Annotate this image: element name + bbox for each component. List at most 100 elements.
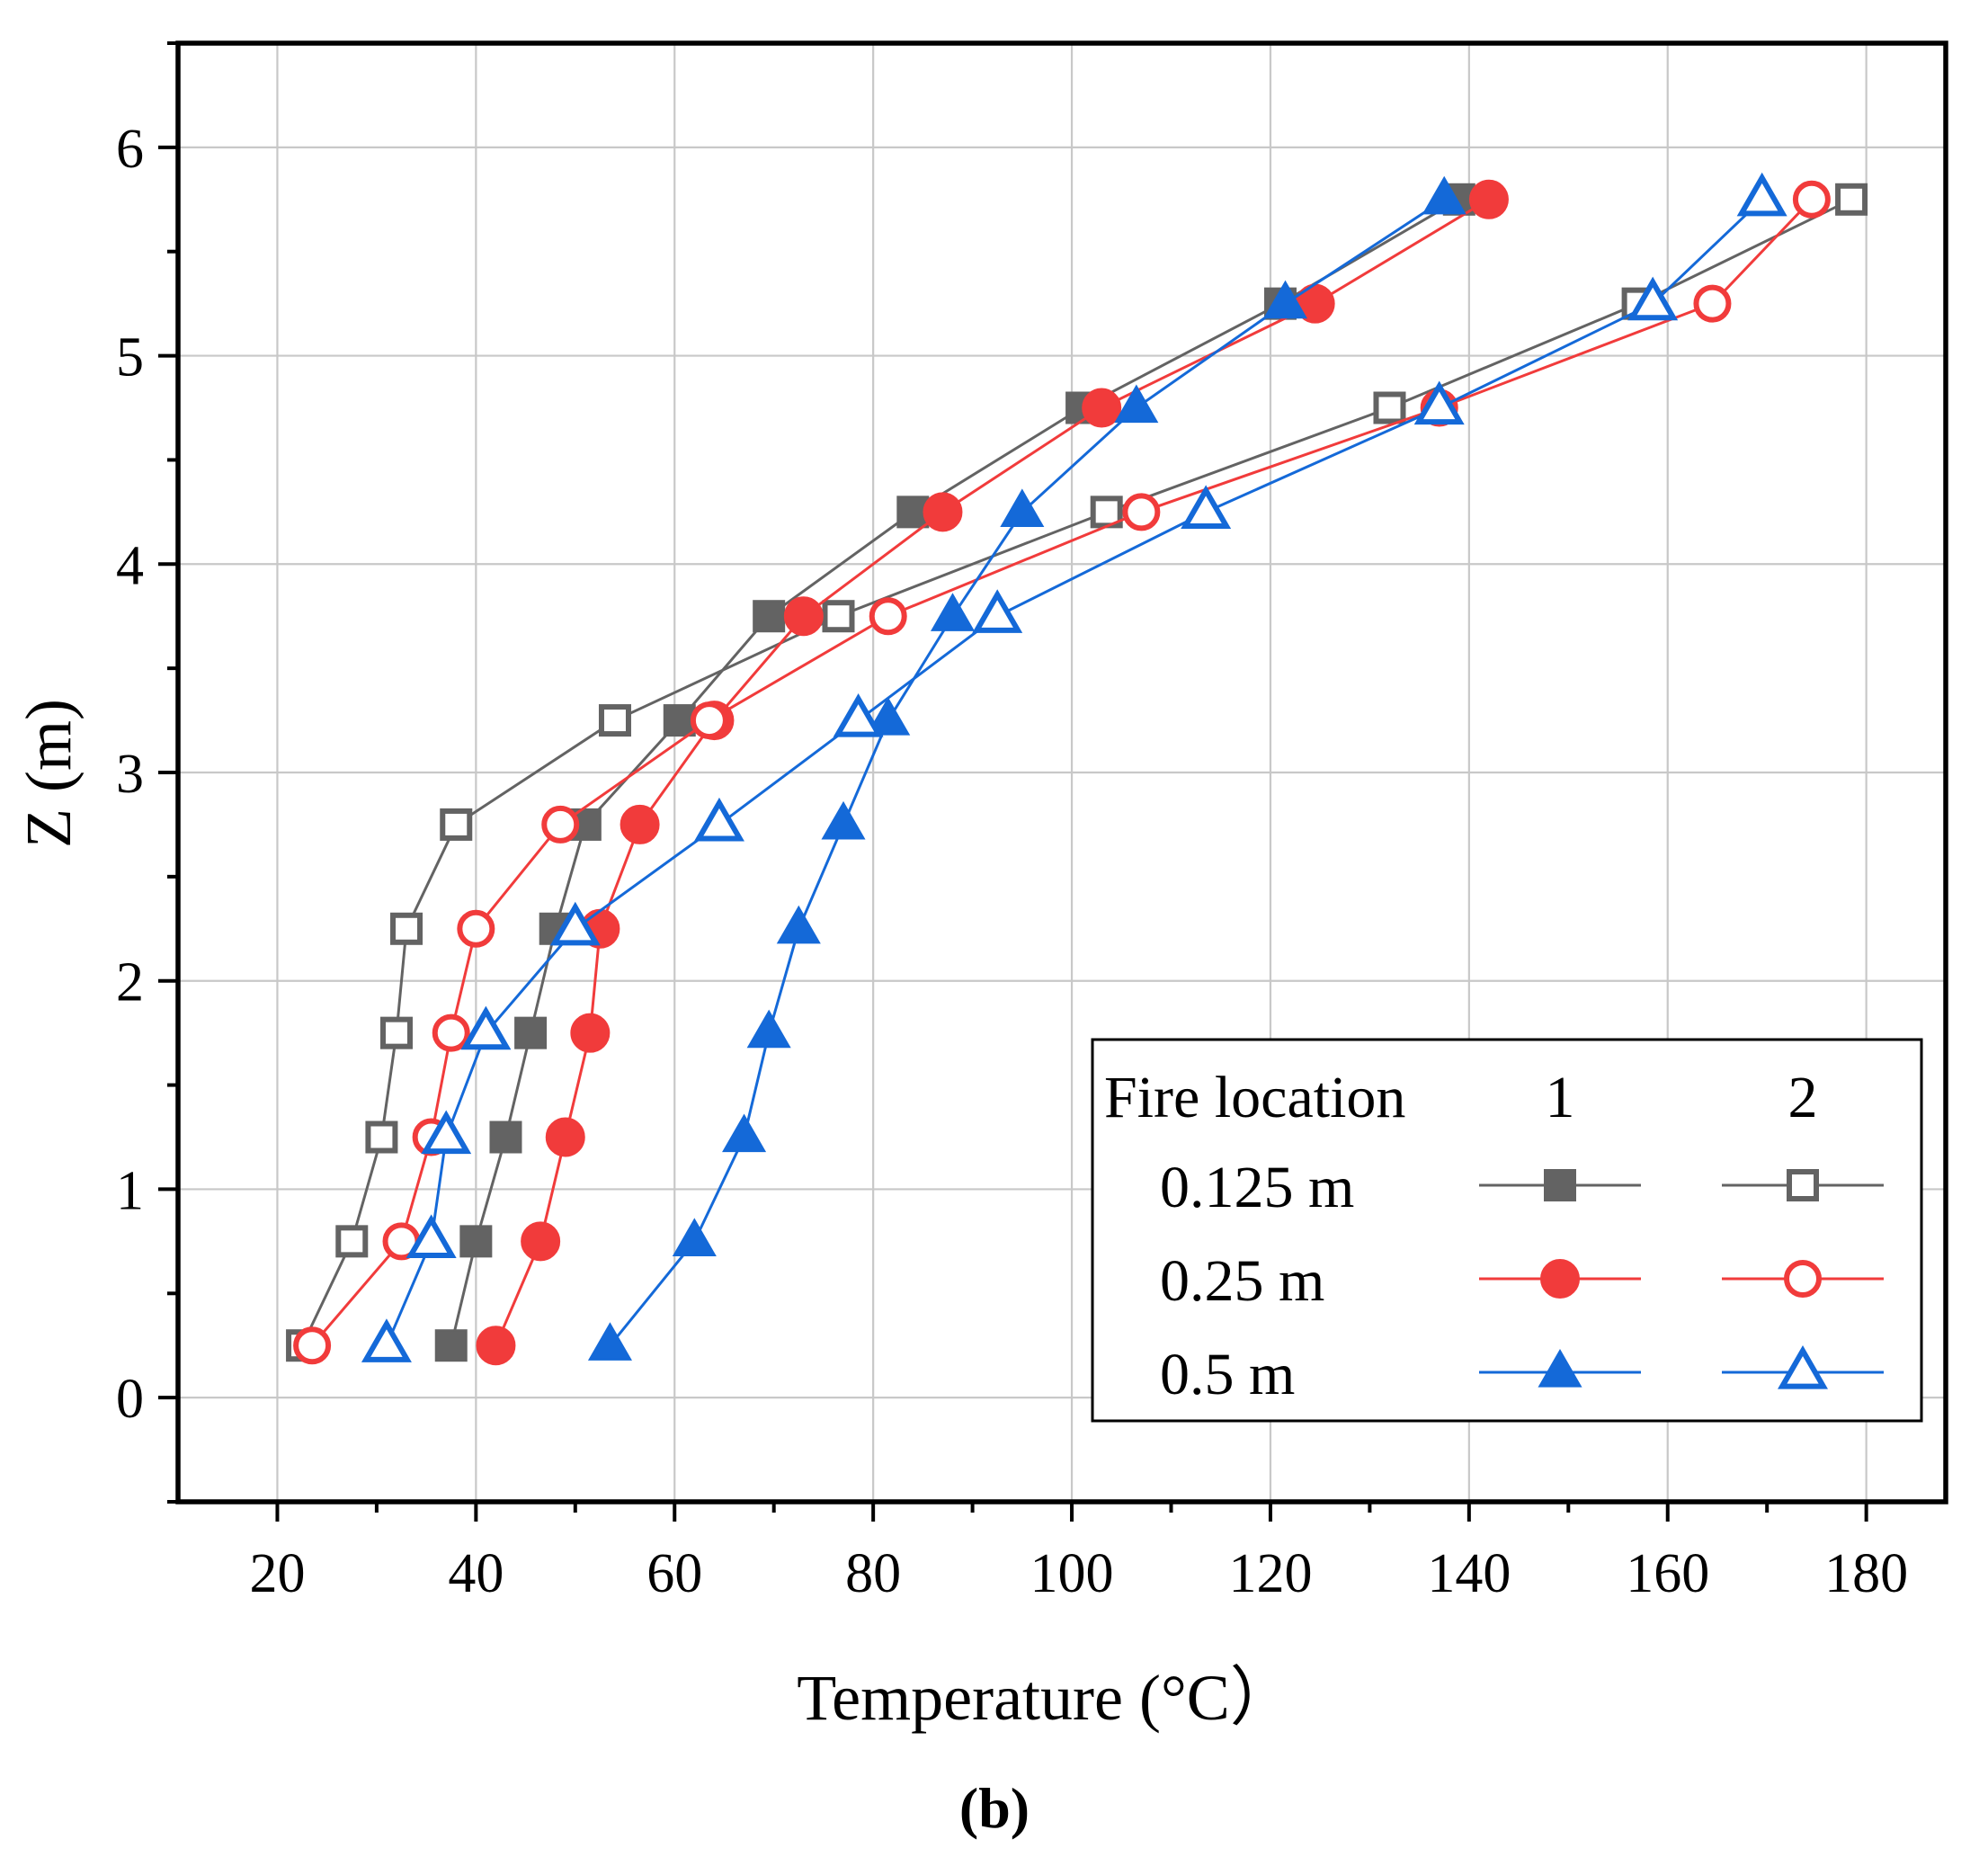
- series-line: [609, 198, 1446, 1347]
- circle-marker: [293, 1326, 332, 1365]
- triangle-marker: [361, 1318, 412, 1362]
- panel-label: (b): [959, 1776, 1030, 1840]
- legend-row-label: 0.25 m: [1160, 1248, 1324, 1314]
- triangle-marker: [406, 1214, 457, 1258]
- legend-circle-marker: [1784, 1260, 1822, 1298]
- circle-marker: [1122, 493, 1161, 531]
- circle-marker: [1792, 180, 1831, 219]
- square-marker: [379, 1016, 413, 1049]
- triangle-marker: [1181, 485, 1232, 529]
- circle-marker: [457, 909, 495, 948]
- legend-box: [1091, 1038, 1923, 1423]
- triangle-marker: [1262, 280, 1308, 319]
- x-tick-label: 160: [1626, 1543, 1709, 1604]
- circle-marker: [1468, 179, 1509, 219]
- y-tick-label: 2: [116, 952, 144, 1013]
- legend-row-label: 0.5 m: [1160, 1342, 1295, 1407]
- series-line: [385, 198, 1763, 1346]
- triangle-marker: [776, 905, 821, 944]
- circle-marker: [783, 596, 824, 637]
- circle-marker: [1082, 388, 1122, 428]
- triangle-marker: [1736, 172, 1787, 217]
- square-marker: [335, 1225, 369, 1258]
- triangle-marker: [460, 1005, 512, 1050]
- x-axis-title: Temperature (°C）: [797, 1662, 1295, 1734]
- triangle-marker: [1627, 276, 1679, 321]
- y-axis-title: Z (m): [13, 699, 85, 848]
- legend-triangle-marker: [1538, 1348, 1582, 1388]
- circle-marker: [620, 804, 660, 844]
- triangle-marker: [930, 593, 976, 631]
- y-tick-label: 1: [116, 1160, 144, 1221]
- circle-marker: [521, 1221, 561, 1262]
- triangle-marker: [972, 589, 1023, 633]
- triangle-marker: [746, 1009, 791, 1049]
- circle-marker: [476, 1326, 516, 1366]
- circle-marker: [690, 701, 728, 740]
- square-marker: [753, 600, 786, 633]
- circle-marker: [1693, 284, 1732, 323]
- x-tick-label: 140: [1427, 1543, 1511, 1604]
- series-line: [300, 198, 1852, 1346]
- legend-circle-marker: [1540, 1259, 1580, 1299]
- square-marker: [1373, 391, 1406, 424]
- legend-col-1-label: 1: [1546, 1065, 1575, 1130]
- y-tick-label: 3: [116, 744, 144, 805]
- triangle-marker: [821, 800, 866, 840]
- square-marker: [365, 1120, 398, 1154]
- legend-square-marker: [1787, 1169, 1819, 1201]
- grid-layer: [178, 43, 1946, 1502]
- triangle-marker: [1114, 384, 1159, 424]
- square-marker: [459, 1225, 493, 1258]
- legend-header: Fire location: [1104, 1065, 1405, 1130]
- x-tick-label: 80: [845, 1543, 901, 1604]
- x-tick-label: 40: [448, 1543, 504, 1604]
- x-tick-label: 100: [1030, 1543, 1114, 1604]
- circle-marker: [432, 1013, 470, 1052]
- tick-layer: 20 40 60 80 100 120 140 160 180 0 1 2 3 4 5 6: [116, 41, 1908, 1604]
- series-group: [587, 175, 1466, 1361]
- legend: Fire location 1 2 0.125 m 0.25 m 0.5 m: [1091, 1038, 1923, 1423]
- legend-samples: [1479, 1169, 1884, 1389]
- circle-marker: [923, 492, 963, 532]
- triangle-marker: [693, 797, 744, 842]
- series-layer: [286, 172, 1868, 1366]
- x-tick-label: 120: [1228, 1543, 1312, 1604]
- triangle-marker: [1000, 488, 1045, 527]
- circle-marker: [541, 805, 580, 844]
- circle-marker: [570, 1013, 611, 1053]
- square-marker: [440, 808, 473, 841]
- x-tick-label: 180: [1824, 1543, 1908, 1604]
- legend-triangle-marker: [1778, 1344, 1828, 1389]
- legend-col-2-label: 2: [1788, 1065, 1818, 1130]
- square-marker: [822, 600, 855, 633]
- series-line: [450, 198, 1460, 1346]
- y-tick-label: 6: [116, 119, 144, 180]
- series-group: [286, 183, 1868, 1362]
- triangle-marker: [866, 697, 911, 736]
- triangle-marker: [833, 693, 884, 737]
- triangle-marker: [1413, 380, 1465, 425]
- series-group: [361, 172, 1787, 1362]
- triangle-marker: [722, 1113, 767, 1153]
- y-tick-label: 4: [116, 535, 144, 596]
- x-tick-label: 20: [249, 1543, 305, 1604]
- square-marker: [514, 1016, 548, 1049]
- triangle-marker: [672, 1218, 717, 1256]
- x-tick-label: 60: [646, 1543, 702, 1604]
- square-marker: [434, 1329, 468, 1362]
- square-marker: [390, 912, 423, 945]
- square-marker: [489, 1120, 522, 1154]
- triangle-marker: [549, 901, 601, 946]
- circle-marker: [869, 597, 907, 636]
- square-marker: [598, 704, 631, 737]
- legend-square-marker: [1544, 1169, 1576, 1201]
- triangle-marker: [1422, 175, 1466, 215]
- y-tick-label: 5: [116, 327, 144, 388]
- square-marker: [663, 704, 696, 737]
- circle-marker: [545, 1117, 585, 1157]
- triangle-marker: [421, 1110, 472, 1155]
- legend-row-label: 0.125 m: [1160, 1155, 1354, 1220]
